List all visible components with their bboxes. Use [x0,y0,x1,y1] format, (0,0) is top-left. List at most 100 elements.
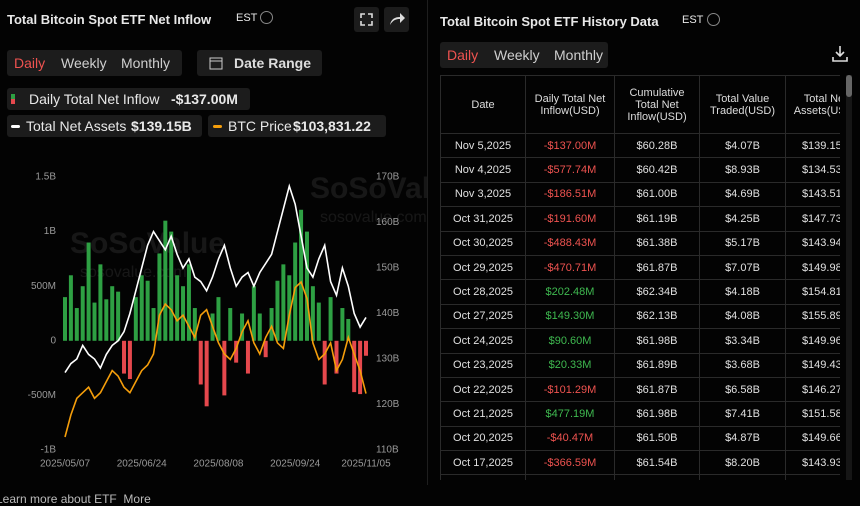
bar [163,220,168,341]
table-cell: $60.42B [614,157,700,183]
table-cell: $139.15B [785,132,840,159]
table-row: Oct 16,2025-$536.44M$61.91B$8.08B$146.44… [440,474,840,480]
table-cell: $61.19B [614,206,700,232]
table-cell: Oct 23,2025 [440,352,526,378]
table-cell: -$191.60M [525,206,615,232]
bar [74,308,79,341]
watermark: SoSoValue [70,227,225,260]
table-row: Oct 31,2025 -$191.60M $61.19B $4.25B $147.73… [440,206,840,232]
footer-link[interactable]: Learn more about ETF [0,492,117,506]
table-cell: -$470.71M [525,254,615,281]
table-cell: $151.58B [785,401,840,427]
legend-item[interactable]: BTC Price $103,831.22 [208,115,386,137]
table-cell: Oct 30,2025 [440,230,526,256]
bar [340,308,345,341]
timezone: EST [682,14,704,26]
table-cell: $5.17B [699,230,786,256]
footer-more[interactable]: More [123,492,151,506]
column-header[interactable]: Total Value Traded(USD) [699,75,786,134]
bar [251,286,256,341]
table-cell: $61.89B [614,352,700,378]
bar [63,297,67,341]
table-cell: $154.81B [785,279,840,305]
panel-title: Total Bitcoin Spot ETF Net Inflow [7,12,212,27]
table-cell: $62.13B [614,303,700,330]
bar [222,340,227,396]
tab[interactable]: Monthly [121,55,171,71]
download-button[interactable] [830,44,850,64]
watermark: sosovalue.com [320,209,427,226]
bar [110,286,115,341]
bar [287,275,292,341]
scrollbar[interactable] [846,75,852,480]
table-cell: Oct 21,2025 [440,401,526,427]
info-icon[interactable] [260,11,273,24]
table-cell: $8.08B [699,474,786,480]
table-cell: $90.60M [525,328,615,354]
line [64,183,367,374]
footer: Learn more about ETF More [0,492,151,506]
table-cell: $149.98B [785,254,840,281]
tab[interactable]: Weekly [494,47,540,63]
table-cell: $61.54B [614,450,700,476]
table-cell: Nov 5,2025 [440,132,526,159]
tab[interactable]: Weekly [61,55,107,71]
table-cell: Oct 22,2025 [440,376,526,403]
column-header[interactable]: Total Net Assets(USD) [785,75,840,134]
y2-tick-label: 120B [376,399,400,410]
table-cell: -$536.44M [525,474,615,480]
table-cell: Oct 31,2025 [440,206,526,232]
legend-label: Daily Total Net Inflow [29,91,160,107]
y-tick-label: -1B [40,445,56,456]
column-header[interactable]: Cumulative Total Net Inflow(USD) [614,75,700,134]
bar [145,280,150,341]
legend-value: $139.15B [131,118,192,134]
table-cell: $4.07B [699,132,786,159]
bar [281,264,286,341]
table-cell: $3.68B [699,352,786,378]
legend-item[interactable]: Daily Total Net Inflow -$137.00M [7,88,250,110]
date-range-button[interactable]: Date Range [197,50,322,76]
share-button[interactable] [384,7,409,32]
legend-label: BTC Price [228,118,292,134]
column-header[interactable]: Daily Total Net Inflow(USD) [525,75,615,134]
table-cell: -$186.51M [525,181,615,208]
right-panel: Total Bitcoin Spot ETF History Data EST … [432,0,860,485]
table-row: Oct 23,2025$20.33M$61.89B$3.68B$149.43B [440,352,840,378]
panel-title: Total Bitcoin Spot ETF History Data [440,14,659,29]
bar [169,231,174,341]
column-header[interactable]: Date [440,75,526,134]
table-cell: -$101.29M [525,376,615,403]
y2-tick-label: 110B [376,445,399,456]
tab[interactable]: Daily [447,47,479,63]
tab[interactable]: Daily [14,55,46,71]
table-cell: $146.44B [785,474,840,480]
bar [334,340,339,374]
table-row: Oct 27,2025$149.30M$62.13B$4.08B$155.89B [440,303,840,330]
tab[interactable]: Monthly [554,47,604,63]
table-cell: $7.07B [699,254,786,281]
bar [245,340,250,374]
y-tick-label: 1.5B [35,172,56,183]
bar [175,275,180,341]
table-cell: Oct 24,2025 [440,328,526,354]
fullscreen-button[interactable] [354,7,379,32]
bar [192,308,197,341]
bar [133,297,138,341]
bar [216,297,221,341]
info-icon[interactable] [707,13,720,26]
bar [299,209,304,341]
table-row: Oct 30,2025 -$488.43M $61.38B $5.17B $143.94… [440,230,840,256]
legend-item[interactable]: Total Net Assets $139.15B [7,115,202,137]
table-row: Oct 20,2025-$40.47M$61.50B$4.87B$149.66B [440,425,840,452]
bar [186,264,191,341]
legend-value: $103,831.22 [293,118,371,134]
bar [204,340,209,407]
table-cell: $149.43B [785,352,840,378]
table-cell: -$137.00M [525,132,615,159]
x-tick-label: 2025/08/08 [193,459,243,470]
table-cell: $7.41B [699,401,786,427]
bar [293,242,298,341]
table-cell: Oct 29,2025 [440,254,526,281]
